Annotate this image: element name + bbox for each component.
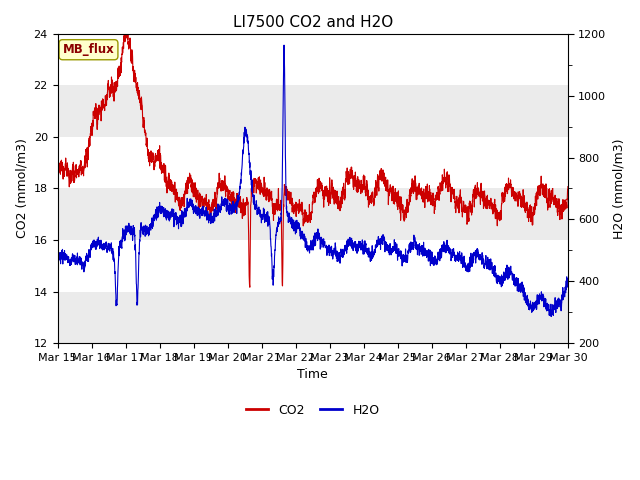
Bar bbox=[58, 291, 568, 343]
Text: MB_flux: MB_flux bbox=[63, 43, 115, 56]
Legend: CO2, H2O: CO2, H2O bbox=[241, 399, 385, 422]
Bar bbox=[58, 137, 568, 189]
Y-axis label: CO2 (mmol/m3): CO2 (mmol/m3) bbox=[15, 139, 28, 239]
Bar bbox=[58, 240, 568, 291]
Title: LI7500 CO2 and H2O: LI7500 CO2 and H2O bbox=[232, 15, 393, 30]
Bar bbox=[58, 85, 568, 137]
Bar bbox=[58, 34, 568, 85]
X-axis label: Time: Time bbox=[298, 368, 328, 381]
Bar bbox=[58, 189, 568, 240]
Y-axis label: H2O (mmol/m3): H2O (mmol/m3) bbox=[612, 138, 625, 239]
